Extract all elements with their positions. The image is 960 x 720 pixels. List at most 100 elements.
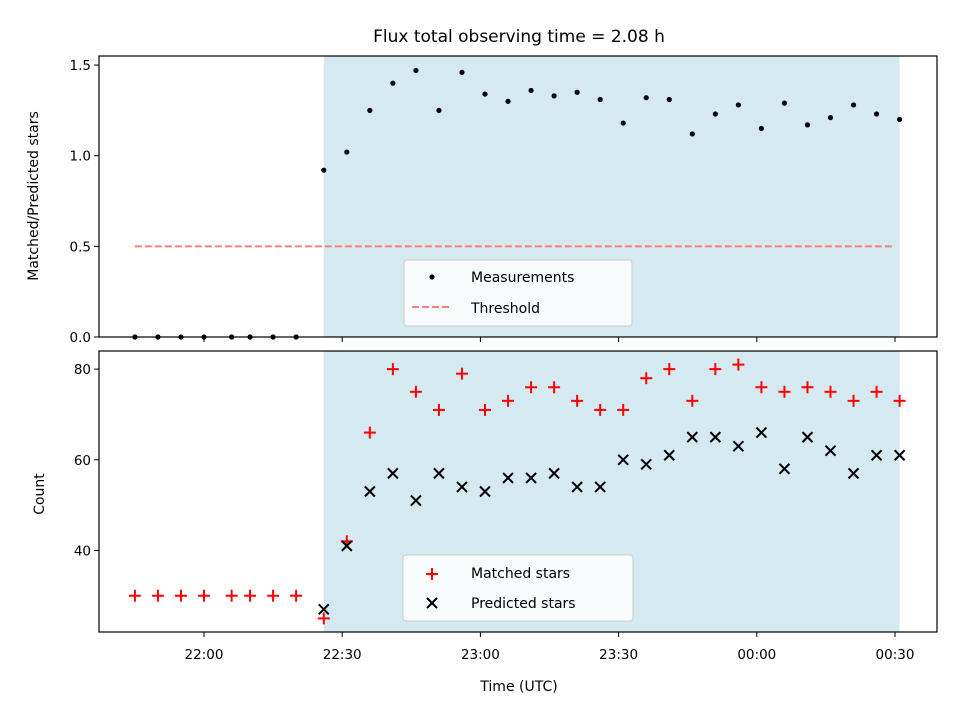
- measurement-point: [827, 115, 834, 121]
- matched-stars-point: [502, 394, 515, 407]
- predicted-stars-point: [870, 449, 883, 461]
- measurement-point: [666, 96, 672, 103]
- measurement-point: [367, 107, 373, 113]
- measurement-point: [505, 98, 511, 104]
- bottom-y-axis-label: Count: [32, 473, 48, 515]
- bottom-panel: 40 60 80 22:00 22:30 23:00 23:30 00:00 00:30 Co…: [32, 350, 938, 695]
- matched-stars-point: [267, 589, 280, 602]
- matched-stars-point: [525, 381, 538, 394]
- predicted-stars-point: [732, 440, 745, 452]
- measurement-point: [689, 131, 695, 137]
- matched-stars-point: [594, 403, 607, 416]
- predicted-stars-point: [755, 426, 768, 439]
- top-legend-box: [403, 259, 633, 327]
- xtick-label: 23:00: [461, 647, 500, 663]
- matched-stars-point: [128, 589, 141, 602]
- predicted-stars-point: [709, 431, 722, 443]
- measurement-point: [574, 89, 580, 95]
- measurement-point: [321, 167, 327, 173]
- measurement-point: [735, 102, 741, 108]
- matched-stars-point: [225, 589, 238, 602]
- top-legend: Measurements Threshold: [403, 259, 633, 327]
- measurement-point: [781, 100, 788, 106]
- top-ytick-label: 1.5: [70, 58, 91, 74]
- predicted-stars-point: [801, 431, 814, 443]
- top-ytick-label: 0.5: [70, 239, 91, 255]
- matched-stars-point: [317, 612, 330, 625]
- legend-threshold-label: Threshold: [470, 301, 540, 317]
- matched-stars-point: [617, 403, 630, 416]
- predicted-stars-point: [525, 472, 537, 484]
- bottom-ytick-label: 60: [74, 453, 91, 469]
- matched-stars-point: [479, 403, 492, 416]
- matched-stars-point: [548, 381, 561, 394]
- top-y-axis-label: Matched/Predicted stars: [26, 111, 42, 281]
- legend-measurements-label: Measurements: [471, 270, 574, 286]
- predicted-stars-point: [893, 449, 906, 461]
- matched-stars-point: [198, 589, 210, 602]
- measurement-point: [528, 87, 534, 94]
- predicted-stars-point: [433, 467, 445, 480]
- matched-stars-point: [778, 385, 791, 398]
- measurement-point: [897, 116, 903, 123]
- matched-stars-point: [663, 363, 676, 376]
- matched-stars-point: [870, 385, 883, 398]
- predicted-stars-point: [387, 467, 399, 480]
- measurement-point: [390, 80, 396, 86]
- measurement-point: [413, 67, 419, 74]
- matched-stars-point: [151, 589, 164, 602]
- measurement-point: [597, 96, 603, 103]
- matched-stars-point: [363, 426, 376, 439]
- matched-stars-point: [755, 381, 768, 394]
- measurement-point: [712, 111, 718, 117]
- top-ytick-label: 0.0: [70, 330, 91, 346]
- measurement-point: [804, 122, 811, 128]
- bottom-legend-box: [402, 554, 634, 622]
- measurement-point: [620, 120, 626, 126]
- predicted-stars-point: [640, 458, 652, 471]
- xtick-label: 00:00: [737, 647, 776, 663]
- xtick-label: 23:30: [599, 647, 638, 663]
- predicted-stars-point: [686, 431, 699, 443]
- matched-stars-point: [244, 589, 257, 602]
- chart-title: Flux total observing time = 2.08 h: [373, 27, 665, 47]
- measurement-point: [344, 149, 350, 155]
- predicted-stars-point: [594, 481, 606, 493]
- measurement-point: [482, 91, 488, 97]
- predicted-stars-point: [318, 603, 330, 616]
- matched-stars-point: [709, 363, 722, 376]
- matched-stars-point: [801, 381, 814, 394]
- measurement-point: [436, 107, 442, 113]
- matched-stars-point: [686, 394, 699, 407]
- top-axes-frame: [98, 55, 938, 338]
- matched-stars-point: [386, 363, 399, 376]
- xtick-label: 22:30: [323, 647, 362, 663]
- bottom-ytick-label: 40: [74, 543, 91, 559]
- predicted-stars-point: [341, 540, 353, 552]
- legend-matched-label: Matched stars: [471, 566, 570, 582]
- matched-stars-point: [409, 385, 422, 398]
- matched-stars-point: [174, 589, 187, 602]
- measurement-point: [459, 69, 465, 75]
- legend-predicted-marker: [426, 597, 438, 609]
- predicted-stars-point: [824, 445, 837, 457]
- matched-stars-point: [432, 403, 445, 416]
- bottom-axes-frame: [98, 350, 938, 633]
- predicted-stars-point: [410, 494, 422, 507]
- predicted-stars-point: [778, 463, 791, 475]
- top-ytick-label: 1.0: [70, 149, 91, 165]
- bottom-ytick-label: 80: [74, 362, 91, 378]
- x-axis-label: Time (UTC): [479, 679, 557, 695]
- predicted-stars-point: [456, 481, 468, 493]
- measurement-point: [758, 125, 765, 132]
- predicted-stars-point: [364, 485, 376, 498]
- predicted-stars-point: [571, 481, 583, 493]
- xtick-label: 22:00: [185, 647, 224, 663]
- matched-stars-point: [824, 385, 837, 398]
- legend-measurements-marker: [429, 274, 435, 280]
- matched-stars-point: [640, 372, 653, 385]
- legend-matched-marker: [426, 568, 438, 580]
- matched-stars-point: [847, 394, 860, 407]
- predicted-stars-point: [479, 485, 491, 498]
